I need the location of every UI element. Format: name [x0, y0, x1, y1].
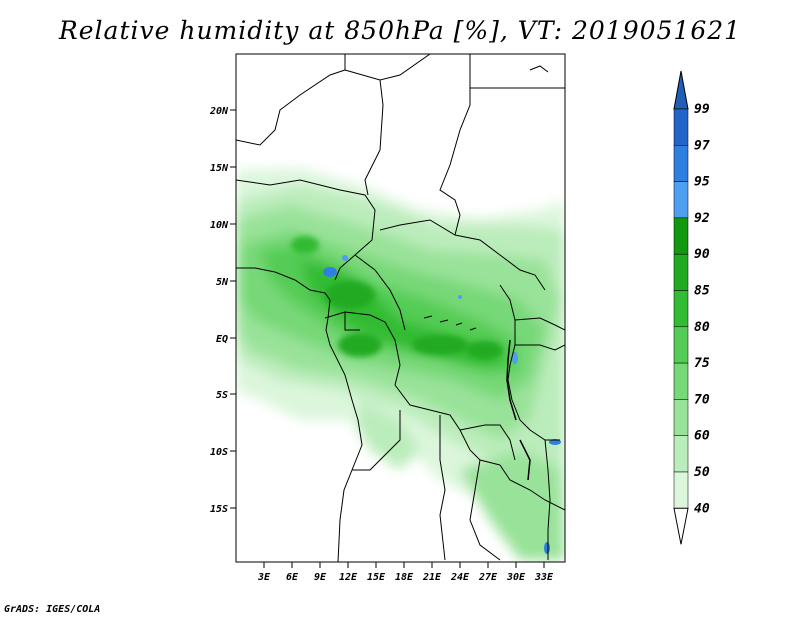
colorbar-label: 92 [694, 211, 710, 226]
lon-tick-label: 12E [339, 572, 358, 583]
colorbar-label: 97 [694, 138, 710, 153]
colorbar-segment [673, 399, 689, 436]
lon-tick-label: 15E [367, 572, 386, 583]
lat-tick-label: EQ [216, 334, 228, 345]
map-frame [235, 53, 566, 563]
colorbar-label: 70 [694, 392, 710, 407]
lon-tick-label: 27E [478, 572, 498, 583]
colorbar-label: 60 [694, 429, 710, 444]
colorbar-label: 75 [694, 356, 710, 371]
colorbar: 99 97 95 92 90 85 80 75 70 60 50 40 [673, 70, 710, 545]
humidity-core [467, 341, 503, 359]
lat-tick-label: 5N [216, 277, 229, 288]
lat-tick-label: 15S [210, 504, 228, 515]
colorbar-segment [673, 253, 689, 291]
colorbar-label: 50 [694, 465, 710, 480]
map-title: Relative humidity at 850hPa [%], VT: 201… [58, 16, 742, 45]
lon-tick-label: 33E [534, 572, 554, 583]
humidity-core [412, 335, 468, 355]
humidity-region-southwest [355, 400, 420, 470]
colorbar-segment [673, 435, 689, 473]
colorbar-segment [673, 362, 689, 400]
colorbar-segment [673, 471, 689, 509]
humidity-region-south [460, 450, 565, 560]
colorbar-segment [673, 181, 689, 219]
humidity-core [291, 236, 319, 254]
colorbar-label: 95 [694, 175, 710, 190]
lon-tick-label: 24E [450, 572, 470, 583]
humidity-field [236, 168, 565, 560]
lon-tick-label: 6E [286, 572, 299, 583]
country-borders [236, 54, 565, 562]
colorbar-label: 40 [694, 501, 710, 516]
colorbar-label: 80 [694, 320, 710, 335]
lat-tick-label: 20N [209, 106, 229, 117]
colorbar-segment [673, 217, 689, 255]
colorbar-segment [673, 326, 689, 364]
colorbar-label: 99 [694, 102, 710, 117]
colorbar-segment [673, 145, 689, 182]
latitude-axis: 20N 15N 10N 5N EQ 5S 10S 15S [209, 106, 236, 515]
lat-tick-label: 10S [210, 447, 228, 458]
credit-text: GrADS: IGES/COLA [4, 604, 101, 615]
humidity-core [325, 281, 375, 309]
longitude-axis: 3E 6E 9E 12E 15E 18E 21E 24E 27E 30E 33E [257, 562, 554, 583]
colorbar-segment [673, 108, 689, 146]
humidity-core [338, 333, 382, 357]
lon-tick-label: 30E [506, 572, 526, 583]
lat-tick-label: 10N [210, 220, 229, 231]
lat-tick-label: 15N [210, 163, 229, 174]
lon-tick-label: 18E [395, 572, 414, 583]
colorbar-bottom-arrow [673, 507, 689, 545]
colorbar-label: 85 [694, 284, 710, 299]
colorbar-segment [673, 290, 689, 328]
colorbar-label: 90 [694, 247, 710, 262]
lon-tick-label: 3E [257, 572, 271, 583]
lon-tick-label: 9E [314, 572, 327, 583]
lon-tick-label: 21E [422, 572, 442, 583]
colorbar-top-arrow [673, 70, 689, 110]
lat-tick-label: 5S [216, 390, 228, 401]
